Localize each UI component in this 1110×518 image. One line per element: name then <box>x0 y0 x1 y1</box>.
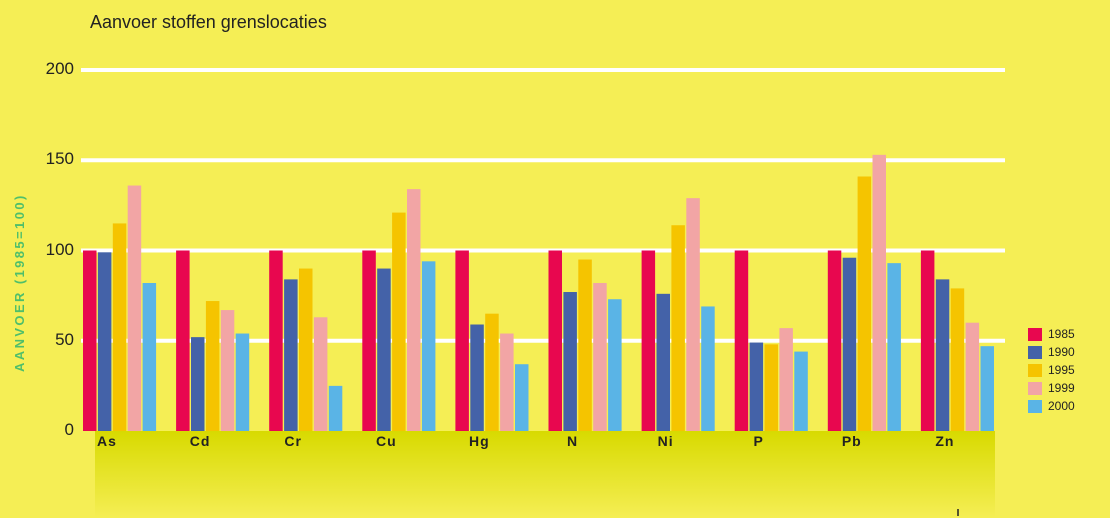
bar-p-1990 <box>749 342 764 431</box>
bar-hg-1995 <box>485 313 499 431</box>
bar-p-1985 <box>734 250 749 431</box>
bar-as-1985 <box>83 250 97 431</box>
bar-pb-1985 <box>827 250 842 431</box>
bar-n-1985 <box>548 250 562 431</box>
bar-cr-2000 <box>328 385 343 431</box>
bar-ni-2000 <box>701 306 715 431</box>
y-tick-label: 200 <box>45 59 74 78</box>
bar-as-1995 <box>112 223 127 431</box>
bar-cu-1995 <box>392 212 406 431</box>
bar-cd-1999 <box>220 310 235 431</box>
bar-hg-2000 <box>515 364 529 431</box>
legend-label: 1995 <box>1048 363 1075 377</box>
bar-cr-1999 <box>313 317 328 431</box>
bar-cu-1999 <box>407 189 421 431</box>
legend-swatch <box>1028 363 1042 377</box>
legend: 1985 1990 1995 1999 2000 <box>1028 325 1075 415</box>
x-tick-label: Hg <box>469 433 490 449</box>
bar-cu-2000 <box>421 261 436 431</box>
bar-zn-2000 <box>980 346 994 431</box>
legend-swatch <box>1028 345 1042 359</box>
bar-p-1999 <box>779 328 793 431</box>
y-tick-label: 100 <box>45 239 74 259</box>
bar-cu-1985 <box>362 250 376 431</box>
y-tick-label: 50 <box>55 329 74 349</box>
bar-as-1999 <box>127 185 142 431</box>
legend-swatch <box>1028 399 1042 413</box>
bar-cr-1985 <box>269 250 283 431</box>
bar-cd-1985 <box>176 250 190 431</box>
bar-ni-1985 <box>641 250 656 431</box>
y-tick-label: 0 <box>64 420 74 439</box>
bars <box>83 154 994 431</box>
x-tick-label: Ni <box>657 433 674 449</box>
bar-zn-1999 <box>965 322 980 431</box>
chart-title: Aanvoer stoffen grenslocaties <box>90 12 327 32</box>
legend-label: 1999 <box>1048 381 1075 395</box>
bar-ni-1990 <box>656 293 670 431</box>
bar-cd-1990 <box>191 337 205 431</box>
bar-n-2000 <box>608 299 622 431</box>
bar-pb-1999 <box>872 154 886 431</box>
legend-item: 1990 <box>1028 343 1075 361</box>
y-tick-label: 150 <box>45 149 74 169</box>
legend-label: 2000 <box>1048 399 1075 413</box>
legend-label: 1990 <box>1048 345 1075 359</box>
bar-as-2000 <box>142 282 157 431</box>
x-tick-label: P <box>753 433 764 449</box>
x-tick-label: Cd <box>189 433 211 449</box>
bar-pb-2000 <box>887 263 901 431</box>
legend-item: 1999 <box>1028 379 1075 397</box>
bar-cd-1995 <box>205 301 220 431</box>
x-tick-label: Cu <box>375 433 397 449</box>
bar-cu-1990 <box>377 268 391 431</box>
legend-item: 2000 <box>1028 397 1075 415</box>
bar-hg-1985 <box>455 250 469 431</box>
x-tick-label: Pb <box>841 433 862 449</box>
bar-cr-1990 <box>284 279 298 431</box>
legend-swatch <box>1028 327 1042 341</box>
bar-zn-1990 <box>935 279 950 431</box>
bar-n-1990 <box>563 292 577 431</box>
legend-item: 1995 <box>1028 361 1075 379</box>
bar-pb-1990 <box>842 257 857 431</box>
bar-zn-1985 <box>920 250 935 431</box>
bar-cr-1995 <box>299 268 313 431</box>
x-tick-label: Cr <box>284 433 302 449</box>
category-band <box>95 431 995 518</box>
x-tick-label: N <box>566 433 579 449</box>
legend-label: 1985 <box>1048 327 1075 341</box>
bar-ni-1995 <box>671 225 685 431</box>
bar-ni-1999 <box>686 198 700 431</box>
x-tick-label: Zn <box>935 433 955 449</box>
bar-n-1999 <box>593 282 607 431</box>
bar-n-1995 <box>578 259 592 431</box>
bar-p-2000 <box>794 351 808 431</box>
bar-p-1995 <box>764 344 778 431</box>
bar-as-1990 <box>97 252 112 431</box>
x-tick-label: As <box>97 433 117 449</box>
bar-cd-2000 <box>235 333 250 431</box>
bar-zn-1995 <box>950 288 965 431</box>
legend-item: 1985 <box>1028 325 1075 343</box>
y-axis-label: AANVOER (1985=100) <box>12 193 27 372</box>
legend-swatch <box>1028 381 1042 395</box>
bar-hg-1990 <box>470 324 484 431</box>
bar-pb-1995 <box>857 176 872 431</box>
bar-hg-1999 <box>500 333 514 431</box>
